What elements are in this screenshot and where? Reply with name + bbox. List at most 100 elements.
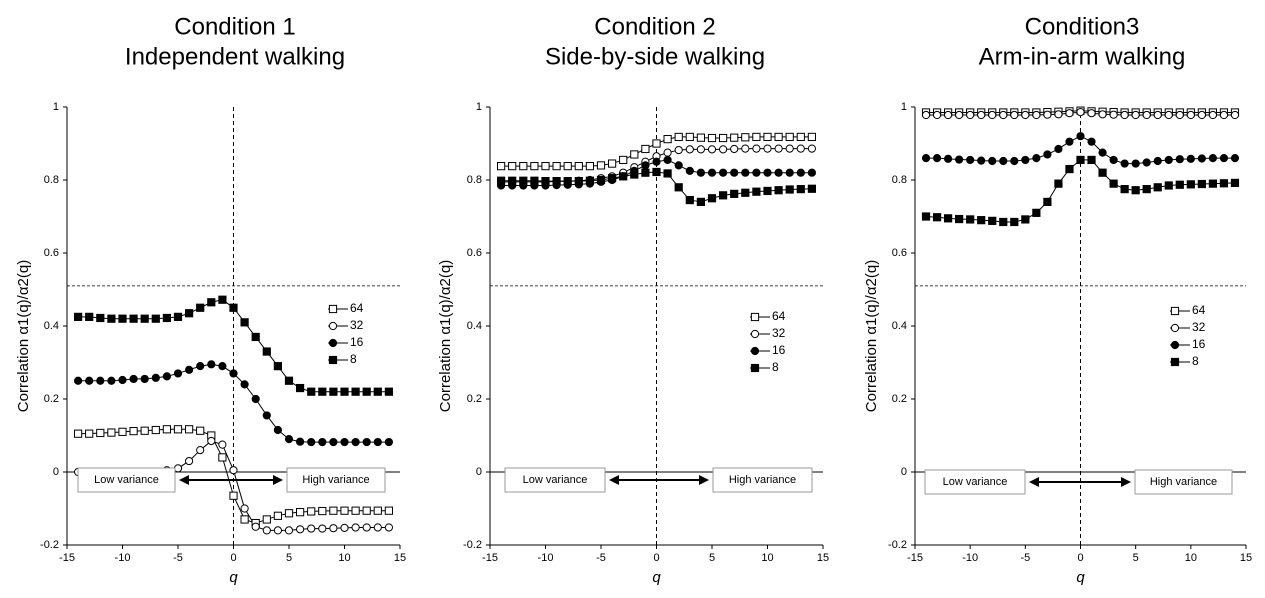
data-point-16	[1164, 155, 1173, 165]
data-point-32	[707, 145, 717, 154]
x-tick-label: 5	[709, 552, 715, 564]
data-point-64	[685, 132, 694, 142]
data-point-8	[707, 194, 717, 203]
data-point-64	[173, 425, 183, 434]
data-point-64	[307, 507, 316, 516]
data-point-32	[196, 446, 205, 455]
data-point-32	[1032, 110, 1041, 120]
legend-label-64: 64	[1192, 303, 1206, 317]
high-variance-label: High variance	[729, 474, 796, 486]
variance-arrow-head-left	[1029, 477, 1039, 487]
data-point-64	[752, 132, 761, 142]
data-point-8	[1142, 185, 1151, 194]
y-tick-label: 0	[901, 466, 907, 478]
data-point-32	[373, 523, 382, 532]
legend-label-16: 16	[772, 343, 786, 357]
data-point-8	[730, 189, 739, 198]
legend-label-32: 32	[1192, 320, 1206, 334]
data-point-8	[162, 313, 172, 323]
data-point-16	[129, 374, 138, 384]
data-point-32	[296, 525, 305, 534]
data-point-64	[273, 511, 282, 520]
data-point-16	[140, 374, 149, 384]
data-point-8	[284, 376, 294, 385]
data-point-16	[1197, 154, 1206, 163]
data-point-64	[240, 515, 249, 524]
data-point-16	[999, 156, 1008, 166]
y-tick-label: 1	[476, 101, 482, 113]
data-point-8	[585, 176, 594, 185]
data-point-64	[118, 427, 127, 436]
y-tick-label: 0.2	[892, 393, 907, 405]
chart-title-line-2: Arm-in-arm walking	[979, 43, 1186, 70]
data-point-16	[966, 155, 975, 165]
data-point-8	[1032, 208, 1041, 217]
data-point-16	[262, 411, 271, 420]
legend-label-64: 64	[772, 309, 786, 323]
chart-panel-2: Condition 2 Side-by-side walking -0.2 0 0.2 0…	[437, 13, 829, 586]
data-point-64	[318, 506, 327, 516]
data-point-8	[307, 387, 316, 396]
low-variance-label: Low variance	[94, 474, 159, 486]
data-point-16	[796, 168, 805, 177]
data-point-8	[262, 347, 271, 356]
y-tick-label: 0	[53, 466, 59, 478]
data-point-8	[741, 188, 750, 197]
y-tick-label: -0.2	[40, 539, 59, 551]
data-point-32	[741, 144, 750, 153]
data-point-8	[273, 362, 282, 371]
data-point-16	[1054, 144, 1063, 154]
data-point-16	[1065, 137, 1074, 146]
data-point-32	[932, 110, 942, 120]
data-point-8	[652, 167, 661, 177]
y-tick-label: 0.4	[467, 320, 482, 332]
data-point-8	[1010, 217, 1019, 227]
data-point-32	[1197, 110, 1206, 120]
data-point-32	[1010, 110, 1019, 120]
data-point-8	[641, 168, 650, 177]
data-point-16	[362, 437, 371, 447]
data-point-32	[955, 110, 964, 120]
data-point-16	[1208, 154, 1218, 163]
data-point-64	[630, 150, 639, 159]
data-point-16	[318, 437, 327, 447]
data-point-32	[774, 144, 783, 153]
high-variance-label: High variance	[1150, 476, 1217, 488]
chart-panel-1: Condition 1 Independent walking -0.2 0 0.2 0.…	[15, 13, 406, 586]
data-point-64	[541, 162, 550, 171]
data-point-8	[185, 309, 194, 318]
data-point-64	[563, 162, 572, 171]
data-point-8	[1164, 181, 1173, 190]
legend-marker-32	[750, 329, 760, 339]
data-point-64	[585, 162, 594, 171]
data-point-8	[140, 314, 149, 323]
data-point-32	[1043, 110, 1052, 119]
data-point-32	[1175, 110, 1184, 120]
data-point-32	[663, 148, 672, 157]
x-tick-label: -5	[596, 552, 606, 564]
data-point-16	[1098, 148, 1107, 157]
x-tick-label: 10	[338, 552, 350, 564]
legend-label-8: 8	[1192, 354, 1199, 368]
chart-title-line-1: Condition 2	[594, 13, 715, 40]
data-point-64	[384, 506, 393, 515]
data-point-64	[652, 139, 661, 148]
x-tick-label: 5	[286, 552, 292, 564]
data-point-32	[1153, 110, 1162, 120]
data-point-8	[796, 185, 805, 194]
y-tick-label: 1	[53, 101, 59, 113]
data-point-32	[340, 523, 349, 532]
data-point-32	[966, 110, 975, 120]
data-point-64	[608, 159, 617, 168]
data-point-32	[944, 110, 953, 120]
x-tick-label: -10	[115, 552, 131, 564]
data-point-16	[1131, 159, 1140, 168]
y-tick-label: 0.2	[467, 393, 482, 405]
data-point-8	[229, 303, 238, 312]
data-point-8	[685, 195, 694, 205]
data-point-8	[696, 197, 705, 207]
data-point-8	[85, 312, 94, 321]
data-point-16	[85, 376, 94, 385]
data-point-8	[329, 387, 338, 396]
data-point-8	[296, 383, 305, 393]
